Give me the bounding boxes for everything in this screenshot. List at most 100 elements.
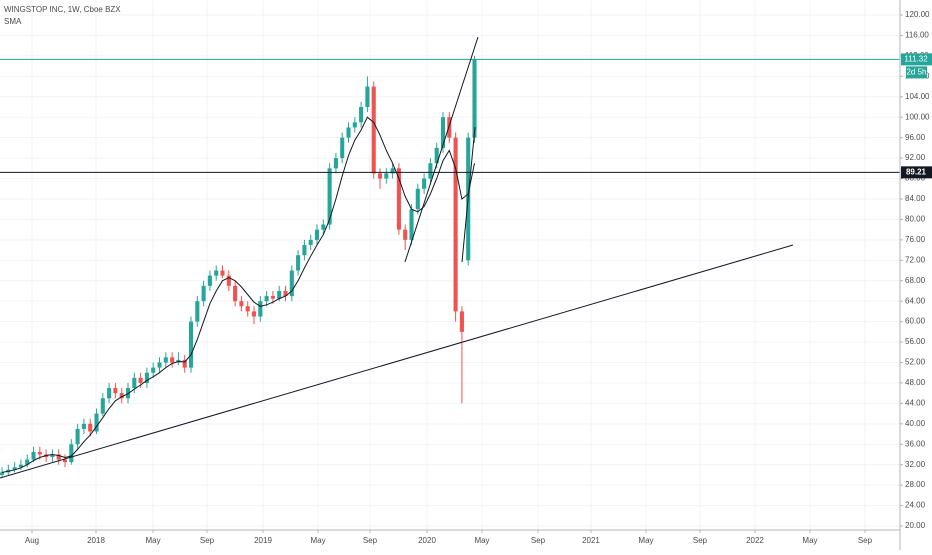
- y-tick-label: 52.00: [905, 358, 926, 367]
- plot: [0, 55, 900, 478]
- candle-body: [409, 209, 414, 240]
- y-tick-label: 48.00: [905, 378, 926, 387]
- candle-body: [75, 428, 80, 445]
- y-tick-label: 120.00: [905, 10, 930, 19]
- candle-body: [132, 377, 137, 389]
- candle-body: [321, 224, 326, 230]
- candle-body: [56, 454, 61, 460]
- candle-body: [0, 472, 5, 475]
- candle-body: [245, 306, 250, 312]
- candle-body: [459, 311, 464, 332]
- candle-body: [233, 285, 238, 302]
- x-tick-label: 2019: [254, 536, 272, 545]
- candle-body: [62, 459, 68, 463]
- x-tick-label: May: [638, 536, 653, 545]
- y-tick-label: 72.00: [905, 255, 926, 264]
- candle-body: [163, 357, 168, 363]
- candle-body: [352, 122, 357, 128]
- candle-body: [251, 311, 257, 317]
- countdown-label: 2d 5h: [906, 67, 926, 76]
- y-tick-label: 56.00: [905, 337, 926, 346]
- y-tick-label: 36.00: [905, 439, 926, 448]
- candle-body: [390, 168, 395, 174]
- x-tick-label: Sep: [858, 536, 873, 545]
- y-tick-label: 104.00: [905, 92, 930, 101]
- candle-body: [50, 454, 55, 458]
- y-tick-label: 64.00: [905, 296, 926, 305]
- candle-body: [188, 321, 194, 368]
- candle-body: [428, 163, 433, 179]
- x-tick-label: 2022: [746, 536, 764, 545]
- candle-body: [377, 173, 383, 179]
- candle-body: [283, 290, 288, 297]
- x-tick-label: Sep: [693, 536, 708, 545]
- level-label-box: [901, 166, 932, 179]
- candle-body: [138, 377, 143, 383]
- candle-body: [37, 451, 42, 455]
- y-tick-label: 44.00: [905, 398, 926, 407]
- candle-body: [302, 244, 307, 256]
- y-tick-label: 84.00: [905, 194, 926, 203]
- y-tick-label: 100.00: [905, 112, 930, 121]
- candle-body: [440, 117, 446, 148]
- candle-body: [327, 168, 332, 225]
- y-tick-label: 24.00: [905, 501, 926, 510]
- last-price-box: [901, 53, 932, 66]
- candle-body: [296, 255, 301, 271]
- y-tick-label: 116.00: [905, 31, 929, 40]
- candle-body: [25, 459, 30, 465]
- y-tick-label: 80.00: [905, 215, 926, 224]
- x-tick-label: Sep: [363, 536, 378, 545]
- candle-body: [384, 173, 389, 179]
- y-tick-label: 32.00: [905, 460, 926, 469]
- x-tick-label: May: [474, 536, 489, 545]
- candle-body: [434, 147, 439, 164]
- candle-body: [308, 239, 313, 245]
- candle-body: [270, 296, 275, 299]
- candle-body: [340, 137, 345, 159]
- candle-body: [365, 86, 370, 108]
- countdown-box: [906, 66, 927, 79]
- candle-body: [119, 393, 124, 399]
- sma-line: [1, 116, 475, 473]
- x-tick-label: 2021: [582, 536, 600, 545]
- candle-body: [447, 117, 452, 138]
- candle-body: [422, 178, 427, 189]
- candle-body: [314, 229, 320, 240]
- x-tick-label: 2020: [418, 536, 436, 545]
- candle-body: [346, 127, 351, 138]
- x-tick-label: May: [802, 536, 817, 545]
- candle-body: [289, 270, 294, 297]
- axes: 20.00 24.00 28.00 32.00 36.00 40.00 44.00 48.00…: [25, 10, 932, 545]
- candle-body: [18, 464, 23, 468]
- y-tick-label: 28.00: [905, 480, 926, 489]
- candle-body: [88, 423, 93, 432]
- y-tick-label: 92.00: [905, 153, 926, 162]
- candle-body: [195, 301, 200, 322]
- x-tick-label: Aug: [25, 536, 39, 545]
- candle-body: [264, 296, 269, 302]
- candle-body: [81, 423, 86, 429]
- x-tick-label: Sep: [531, 536, 546, 545]
- chart-title: WINGSTOP INC, 1W, Cboe BZX: [4, 5, 121, 14]
- candle-body: [359, 107, 364, 123]
- candle-body: [396, 168, 401, 230]
- candle-body: [113, 388, 118, 394]
- y-tick-label: 60.00: [905, 317, 926, 326]
- candle-body: [201, 285, 206, 302]
- candle-body: [151, 367, 156, 373]
- candle-body: [226, 275, 231, 286]
- last-price-label: 111.32: [904, 54, 928, 63]
- y-tick-label: 40.00: [905, 419, 926, 428]
- candle-body: [371, 86, 376, 174]
- candle-body: [69, 444, 74, 463]
- candle-body: [144, 372, 149, 383]
- indicator-label: SMA: [4, 17, 22, 26]
- candle-body: [207, 275, 212, 286]
- candle-body: [333, 158, 338, 169]
- candle-body: [214, 270, 219, 276]
- y-tick-label: 76.00: [905, 235, 926, 244]
- candle-body: [415, 188, 420, 210]
- y-tick-label: 96.00: [905, 133, 926, 142]
- grid: [0, 0, 900, 530]
